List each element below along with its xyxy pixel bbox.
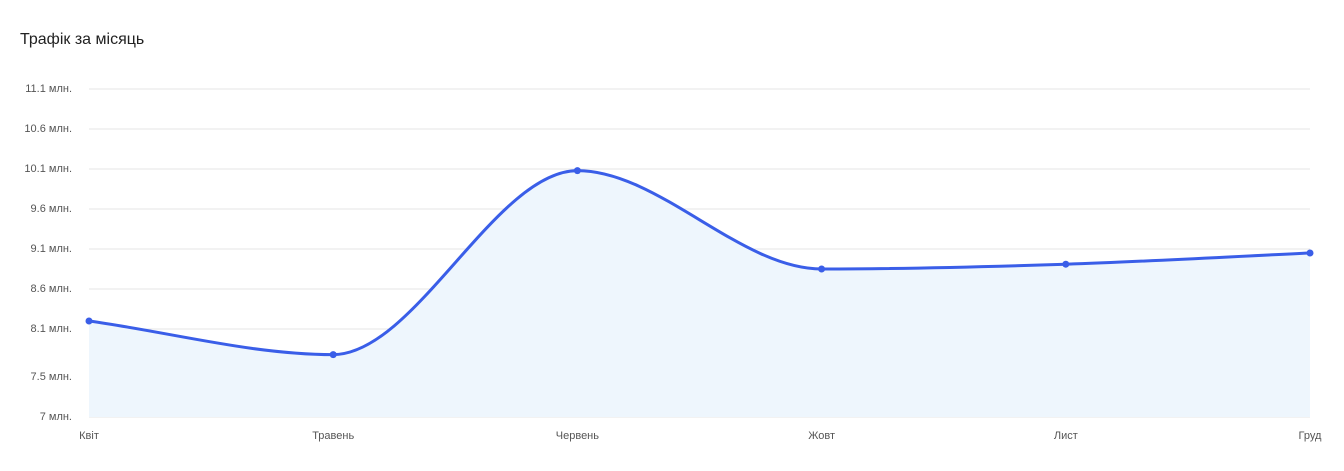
y-tick-label: 8.6 млн. — [31, 283, 72, 295]
y-tick-label: 9.6 млн. — [31, 203, 72, 215]
y-tick-label: 10.1 млн. — [24, 163, 72, 175]
x-tick-label: Червень — [556, 430, 599, 442]
line — [88, 169, 1311, 357]
x-tick-label: Груд — [1299, 430, 1322, 442]
area-fill — [89, 170, 1310, 417]
x-tick-label: Квіт — [79, 430, 99, 442]
x-tick-label: Жовт — [808, 430, 835, 442]
point — [1062, 260, 1070, 268]
point — [85, 317, 93, 325]
y-tick-label: 11.1 млн. — [25, 83, 72, 95]
y-tick-label: 10.6 млн. — [24, 123, 72, 135]
y-tick-label: 8.1 млн. — [31, 323, 72, 335]
point — [1306, 249, 1314, 257]
x-tick-label: Лист — [1054, 430, 1078, 442]
y-tick-label: 7.5 млн. — [31, 371, 72, 383]
y-tick-label: 7 млн. — [40, 411, 72, 423]
x-tick-label: Травень — [312, 430, 354, 442]
point — [329, 351, 337, 359]
y-tick-label: 9.1 млн. — [31, 243, 72, 255]
chart-title: Трафік за місяць — [20, 31, 144, 48]
point — [573, 167, 581, 175]
point — [818, 265, 826, 273]
